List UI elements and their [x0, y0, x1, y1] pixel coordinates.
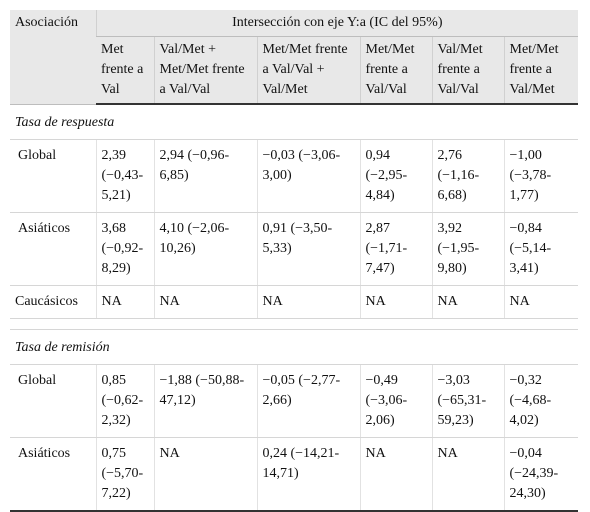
table-cell: NA: [95, 285, 154, 319]
section-title-remission: Tasa de remisión: [10, 329, 579, 365]
table-row: Global 2,39 (−0,43-5,21) 2,94 (−0,96-6,8…: [10, 139, 579, 213]
table-row: Asiáticos 3,68 (−0,92-8,29) 4,10 (−2,06-…: [10, 212, 579, 286]
table-cell: −0,49 (−3,06-2,06): [359, 364, 432, 438]
table-cell: −3,03 (−65,31-59,23): [431, 364, 504, 438]
table-cell: NA: [256, 285, 360, 319]
section-spacer: [10, 318, 579, 330]
header-col-4: Met/Met frente a Val/Val: [359, 36, 432, 105]
header-association: Asociación: [10, 10, 96, 105]
table-cell: 2,76 (−1,16-6,68): [431, 139, 504, 213]
row-label: Global: [10, 139, 96, 213]
header-col-6: Met/Met frente a Val/Met: [503, 36, 579, 105]
header-intercept-span: Intersección con eje Y:a (IC del 95%): [95, 10, 579, 37]
table-cell: 2,87 (−1,71-7,47): [359, 212, 432, 286]
table-row: Global 0,85 (−0,62-2,32) −1,88 (−50,88-4…: [10, 364, 579, 438]
header-col-3: Met/Met frente a Val/Val + Val/Met: [256, 36, 360, 105]
table-cell: 2,39 (−0,43-5,21): [95, 139, 154, 213]
table-cell: NA: [153, 437, 257, 512]
table-cell: −0,05 (−2,77-2,66): [256, 364, 360, 438]
row-label: Caucásicos: [10, 285, 96, 319]
table-cell: NA: [431, 437, 504, 512]
row-label: Asiáticos: [10, 212, 96, 286]
table-cell: −0,03 (−3,06-3,00): [256, 139, 360, 213]
association-table: Asociación Intersección con eje Y:a (IC …: [10, 10, 579, 512]
table-cell: NA: [503, 285, 579, 319]
header-col-5: Val/Met frente a Val/Val: [431, 36, 504, 105]
header-col-2: Val/Met + Met/Met frente a Val/Val: [153, 36, 257, 105]
table-cell: −1,88 (−50,88-47,12): [153, 364, 257, 438]
row-label: Global: [10, 364, 96, 438]
table-row: Asiáticos 0,75 (−5,70-7,22) NA 0,24 (−14…: [10, 437, 579, 512]
table-cell: 0,94 (−2,95-4,84): [359, 139, 432, 213]
table-cell: NA: [359, 285, 432, 319]
table-cell: NA: [431, 285, 504, 319]
table-cell: −0,04 (−24,39-24,30): [503, 437, 579, 512]
table-cell: 0,75 (−5,70-7,22): [95, 437, 154, 512]
table-cell: 3,92 (−1,95-9,80): [431, 212, 504, 286]
table-cell: 0,24 (−14,21-14,71): [256, 437, 360, 512]
table-cell: −1,00 (−3,78-1,77): [503, 139, 579, 213]
header-col-1: Met frente a Val: [96, 36, 154, 105]
table-cell: NA: [153, 285, 257, 319]
section-title-response: Tasa de respuesta: [10, 104, 579, 140]
table-cell: −0,32 (−4,68-4,02): [503, 364, 579, 438]
table-cell: 0,85 (−0,62-2,32): [95, 364, 154, 438]
table-cell: −0,84 (−5,14-3,41): [503, 212, 579, 286]
table-cell: 4,10 (−2,06-10,26): [153, 212, 257, 286]
table-cell: 0,91 (−3,50-5,33): [256, 212, 360, 286]
table-cell: 2,94 (−0,96-6,85): [153, 139, 257, 213]
row-label: Asiáticos: [10, 437, 96, 512]
table-cell: NA: [359, 437, 432, 512]
table-cell: 3,68 (−0,92-8,29): [95, 212, 154, 286]
table-row: Caucásicos NA NA NA NA NA NA: [10, 285, 579, 319]
